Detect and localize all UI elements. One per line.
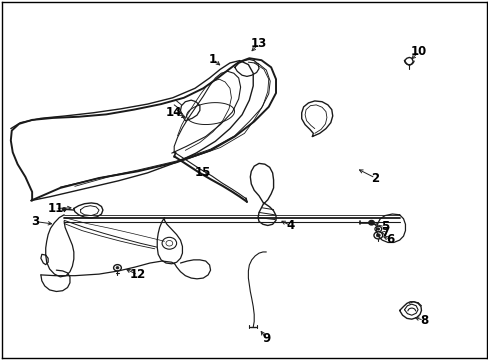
Text: 3: 3 [31, 215, 39, 228]
Text: 8: 8 [419, 314, 427, 327]
Text: 2: 2 [370, 171, 379, 185]
Text: 14: 14 [165, 106, 182, 119]
Circle shape [373, 232, 382, 239]
Text: 13: 13 [250, 37, 266, 50]
Text: 5: 5 [380, 220, 388, 233]
Circle shape [62, 208, 66, 211]
Circle shape [162, 237, 176, 249]
Circle shape [165, 240, 172, 246]
Text: 12: 12 [129, 269, 145, 282]
Circle shape [376, 228, 379, 230]
Text: 1: 1 [208, 53, 217, 66]
Circle shape [116, 267, 119, 269]
Circle shape [376, 234, 380, 237]
Text: 4: 4 [286, 219, 294, 232]
Circle shape [368, 220, 374, 225]
Text: 15: 15 [195, 166, 211, 179]
Text: 9: 9 [262, 332, 270, 346]
Text: 11: 11 [47, 202, 63, 215]
Text: 10: 10 [410, 45, 427, 58]
Text: 6: 6 [385, 233, 393, 246]
Text: 7: 7 [380, 226, 388, 239]
Circle shape [374, 226, 381, 232]
Circle shape [113, 265, 121, 271]
